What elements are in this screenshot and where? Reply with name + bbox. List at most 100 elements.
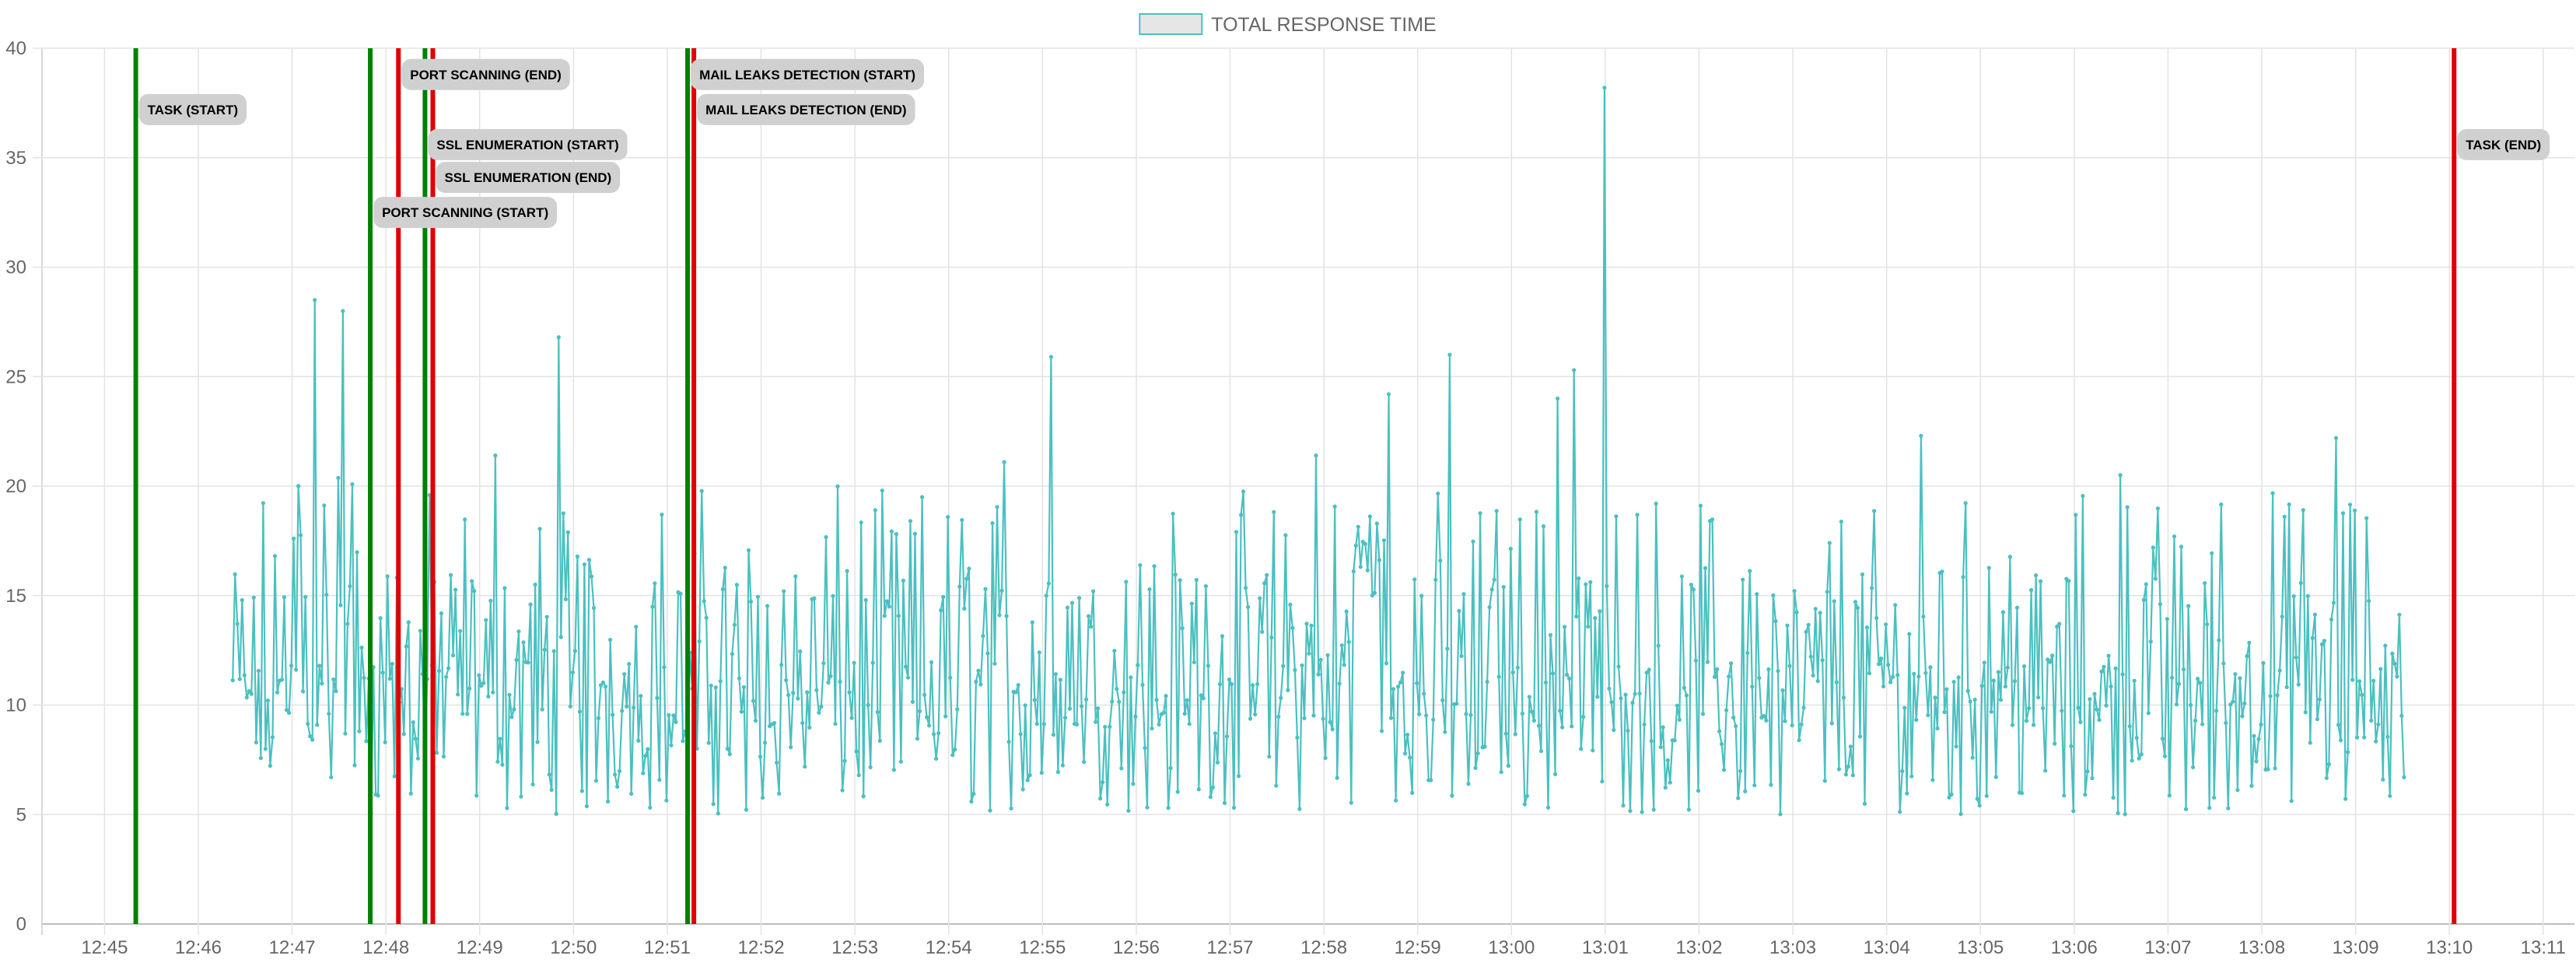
data-point bbox=[1642, 722, 1647, 727]
marker-label-box bbox=[2457, 128, 2550, 160]
data-point bbox=[1563, 625, 1567, 629]
data-point bbox=[378, 616, 383, 621]
data-point bbox=[632, 705, 636, 710]
data-point bbox=[1900, 768, 1905, 774]
data-point bbox=[1825, 590, 1829, 594]
data-point bbox=[1445, 646, 1450, 651]
data-point bbox=[493, 453, 498, 458]
data-point bbox=[1949, 792, 1954, 797]
data-point bbox=[2210, 551, 2214, 555]
data-point bbox=[971, 792, 976, 796]
data-point bbox=[404, 644, 408, 649]
marker-label-box bbox=[138, 93, 247, 125]
data-point bbox=[320, 681, 324, 686]
data-point bbox=[2277, 668, 2282, 673]
data-point bbox=[2186, 604, 2191, 608]
data-point bbox=[235, 621, 240, 626]
data-point bbox=[2148, 639, 2153, 644]
data-point bbox=[446, 666, 451, 670]
data-point bbox=[1556, 396, 1560, 401]
data-point bbox=[671, 713, 676, 718]
data-point bbox=[817, 710, 821, 715]
data-point bbox=[1112, 649, 1117, 653]
data-point bbox=[779, 663, 784, 667]
data-point bbox=[1909, 774, 1914, 779]
data-point bbox=[1797, 738, 1801, 743]
data-point bbox=[912, 531, 918, 536]
marker-label: MAIL LEAKS DETECTION (START) bbox=[691, 58, 925, 90]
x-tick-label: 12:57 bbox=[1206, 937, 1253, 958]
marker-label-text: SSL ENUMERATION (START) bbox=[436, 138, 618, 152]
data-point bbox=[512, 707, 516, 712]
data-point bbox=[1529, 709, 1534, 714]
data-point bbox=[1520, 711, 1524, 716]
data-point bbox=[1419, 593, 1424, 598]
x-tick-label: 12:45 bbox=[81, 937, 128, 958]
data-point bbox=[1044, 593, 1048, 598]
data-point bbox=[436, 668, 442, 674]
legend-label[interactable]: TOTAL RESPONSE TIME bbox=[1211, 14, 1436, 36]
data-point bbox=[650, 604, 655, 609]
data-point bbox=[596, 716, 601, 721]
data-point bbox=[519, 794, 523, 799]
data-point bbox=[1080, 704, 1084, 709]
data-point bbox=[1009, 806, 1013, 810]
data-point bbox=[1034, 722, 1039, 726]
data-point bbox=[282, 595, 287, 600]
data-point bbox=[1248, 716, 1253, 721]
data-point bbox=[1323, 756, 1328, 761]
x-tick-label: 12:51 bbox=[644, 937, 691, 958]
data-point bbox=[1972, 697, 1977, 702]
data-point bbox=[2268, 694, 2273, 698]
data-point bbox=[530, 782, 535, 787]
x-tick-label: 12:58 bbox=[1300, 937, 1347, 958]
data-point bbox=[2169, 675, 2175, 680]
data-point bbox=[922, 692, 927, 698]
data-point bbox=[294, 667, 299, 672]
data-point bbox=[313, 298, 317, 303]
data-point bbox=[1330, 727, 1335, 732]
data-point bbox=[915, 737, 920, 741]
data-point bbox=[2287, 502, 2291, 507]
data-point bbox=[575, 554, 580, 559]
data-point bbox=[1133, 714, 1138, 719]
data-point bbox=[1055, 769, 1060, 775]
data-point bbox=[824, 535, 828, 540]
data-point bbox=[604, 684, 608, 689]
data-point bbox=[648, 805, 653, 810]
legend[interactable]: TOTAL RESPONSE TIME bbox=[1139, 13, 1437, 36]
data-point bbox=[1818, 611, 1822, 615]
data-point bbox=[1717, 729, 1722, 733]
data-point bbox=[2083, 793, 2088, 797]
data-point bbox=[1157, 722, 1161, 727]
data-point bbox=[1864, 625, 1870, 630]
data-point bbox=[1356, 524, 1360, 529]
data-point bbox=[793, 574, 798, 579]
data-point bbox=[744, 807, 749, 812]
data-point bbox=[2095, 707, 2099, 712]
data-point bbox=[1928, 665, 1933, 670]
data-point bbox=[1117, 699, 1122, 704]
data-point bbox=[561, 511, 565, 516]
legend-swatch[interactable] bbox=[1139, 13, 1203, 35]
data-point bbox=[364, 739, 369, 744]
data-point bbox=[315, 723, 320, 727]
data-point bbox=[789, 745, 793, 750]
data-point bbox=[662, 665, 667, 670]
data-point bbox=[1150, 726, 1154, 731]
data-point bbox=[470, 579, 474, 583]
data-point bbox=[1023, 703, 1027, 708]
y-tick-label: 30 bbox=[5, 257, 26, 278]
data-point bbox=[2019, 791, 2025, 796]
data-point bbox=[957, 584, 962, 589]
y-tick-label: 35 bbox=[5, 148, 26, 169]
data-point bbox=[1748, 569, 1752, 573]
data-point bbox=[474, 793, 479, 798]
data-point bbox=[1082, 760, 1087, 765]
data-point bbox=[674, 719, 678, 725]
data-point bbox=[1565, 672, 1570, 677]
data-point bbox=[329, 775, 334, 779]
data-point bbox=[1792, 589, 1797, 593]
data-point bbox=[1698, 503, 1703, 508]
data-point bbox=[1103, 724, 1108, 730]
